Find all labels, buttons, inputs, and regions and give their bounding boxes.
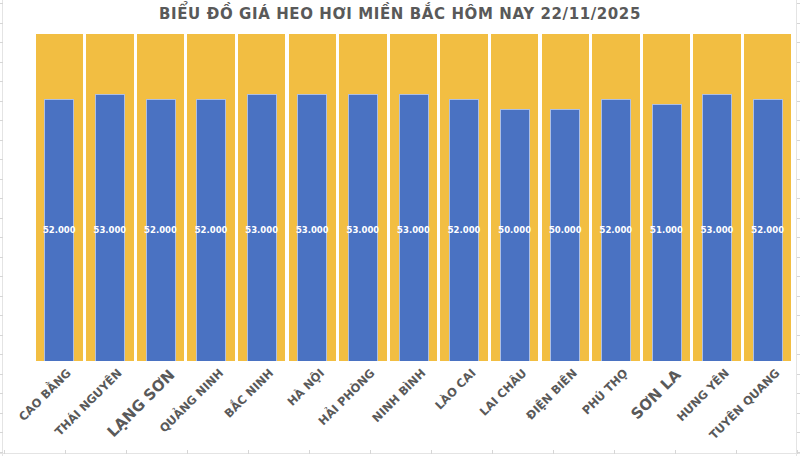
value-label: 50.000 [493, 225, 537, 235]
excel-bar-chart: BIỂU ĐỒ GIÁ HEO HƠI MIỀN BẮC HÔM NAY 22/… [0, 0, 800, 456]
value-label: 52.000 [442, 225, 486, 235]
sheet-column-stub [126, 450, 127, 454]
sheet-column-stub [248, 450, 249, 454]
sheet-row-stub [0, 393, 3, 394]
x-axis-label: LAI CHÂU [477, 366, 530, 419]
sheet-row-stub [0, 276, 3, 277]
sheet-row-stub [0, 62, 3, 63]
value-label: 53.000 [695, 225, 739, 235]
x-axis-label: NINH BÌNH [369, 366, 428, 425]
value-label: 52.000 [189, 225, 233, 235]
sheet-column-stub [553, 450, 554, 454]
value-label: 53.000 [88, 225, 132, 235]
sheet-row-stub [0, 257, 3, 258]
value-label: 53.000 [392, 225, 436, 235]
sheet-right-line [796, 0, 797, 456]
sheet-row-stub [0, 218, 3, 219]
x-axis-label: HÀ NỘI [285, 366, 328, 409]
value-label: 51.000 [645, 225, 689, 235]
sheet-row-stub [0, 413, 3, 414]
sheet-row-stub [0, 101, 3, 102]
sheet-column-stub [736, 450, 737, 454]
x-axis-label: PHÚ THỌ [579, 366, 630, 417]
value-label: 52.000 [139, 225, 183, 235]
sheet-row-stub [0, 354, 3, 355]
sheet-row-stub [0, 296, 3, 297]
sheet-row-stub [0, 81, 3, 82]
chart-title: BIỂU ĐỒ GIÁ HEO HƠI MIỀN BẮC HÔM NAY 22/… [0, 5, 800, 23]
sheet-row-stub [0, 140, 3, 141]
sheet-row-stub [0, 237, 3, 238]
sheet-column-stub [187, 450, 188, 454]
value-label: 53.000 [240, 225, 284, 235]
sheet-column-stub [65, 450, 66, 454]
value-label: 52.000 [746, 225, 790, 235]
sheet-column-stub [797, 450, 798, 454]
sheet-row-stub [0, 179, 3, 180]
sheet-column-stub [431, 450, 432, 454]
value-label: 53.000 [290, 225, 334, 235]
x-axis-label: ĐIỆN BIÊN [524, 366, 581, 423]
x-axis-label: LÀO CAI [433, 366, 479, 412]
sheet-row-stub [0, 120, 3, 121]
price-bar [550, 109, 580, 361]
value-label: 52.000 [594, 225, 638, 235]
value-label: 53.000 [341, 225, 385, 235]
plot-area: 52.000 53.000 52.000 52.000 53.000 53.000 53.0… [34, 34, 793, 361]
sheet-column-stub [4, 450, 5, 454]
value-label: 52.000 [37, 225, 81, 235]
sheet-row-stub [0, 374, 3, 375]
sheet-column-stub [675, 450, 676, 454]
sheet-row-stub [0, 23, 3, 24]
value-label: 50.000 [543, 225, 587, 235]
sheet-row-stub [0, 3, 3, 4]
sheet-column-stub [370, 450, 371, 454]
sheet-bottom-line [0, 453, 800, 454]
sheet-row-stub [0, 315, 3, 316]
x-axis-label: BẮC NINH [222, 366, 277, 421]
price-bar [500, 109, 530, 361]
sheet-row-stub [0, 42, 3, 43]
sheet-column-stub [614, 450, 615, 454]
sheet-row-stub [0, 432, 3, 433]
sheet-column-stub [309, 450, 310, 454]
sheet-column-stub [492, 450, 493, 454]
sheet-row-stub [0, 198, 3, 199]
sheet-left-line [2, 0, 3, 456]
sheet-row-stub [0, 335, 3, 336]
sheet-row-stub [0, 159, 3, 160]
